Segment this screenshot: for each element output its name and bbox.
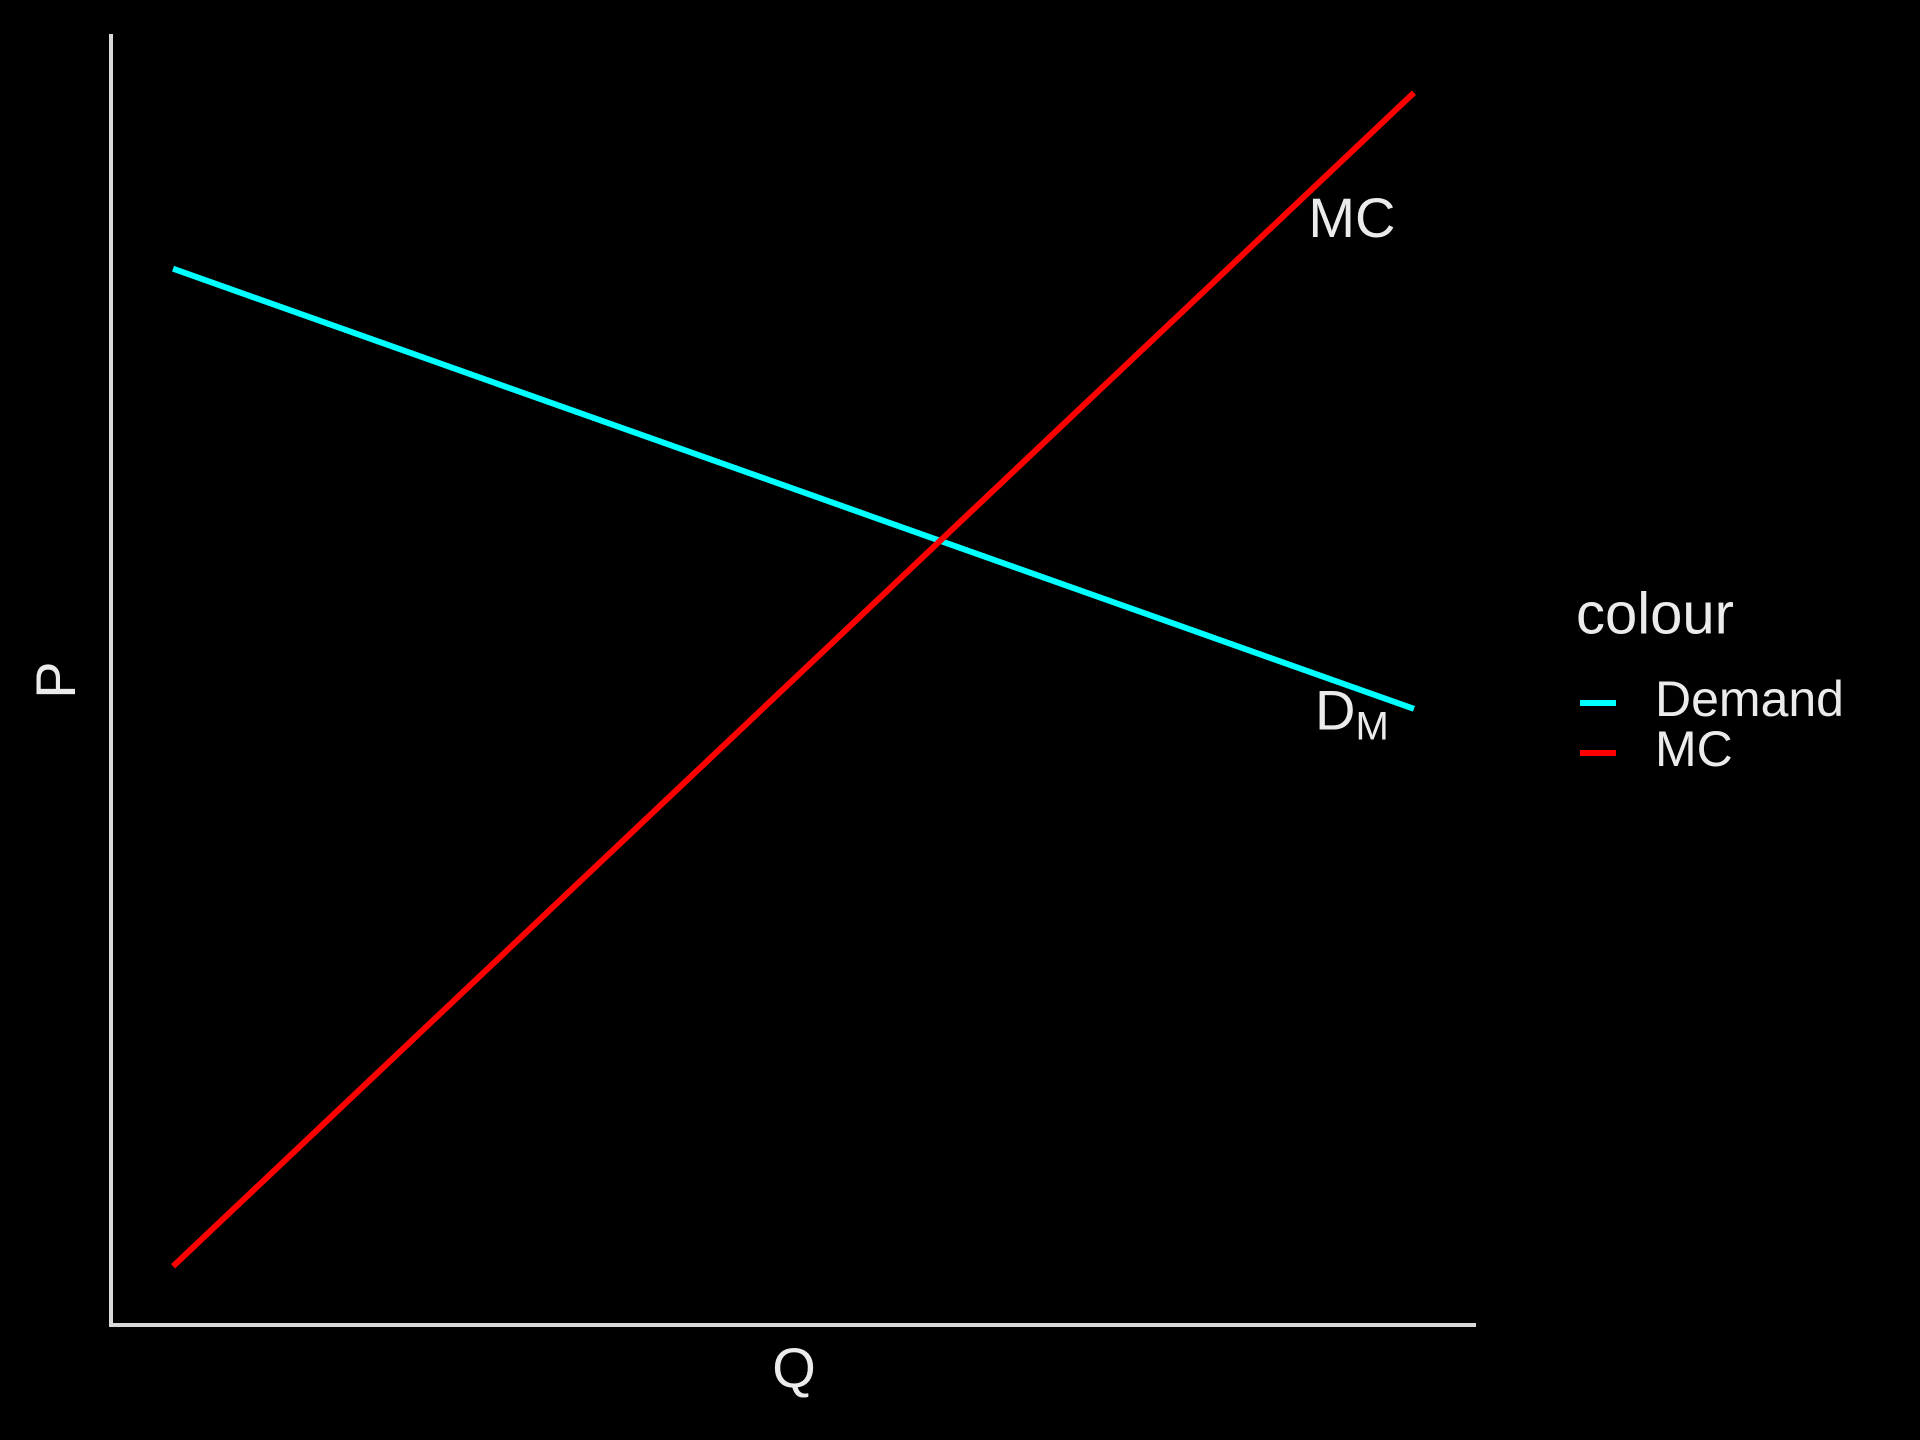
x-axis-label: Q <box>772 1336 816 1399</box>
legend-label: MC <box>1655 721 1733 777</box>
y-axis-label: P <box>24 661 87 698</box>
legend-title: colour <box>1576 581 1734 646</box>
line-series <box>172 265 1415 712</box>
line-series <box>170 90 1417 1269</box>
legend-label: Demand <box>1655 671 1844 727</box>
annotation: MC <box>1308 186 1395 249</box>
annotation-subscript: M <box>1355 704 1388 748</box>
annotation: DM <box>1315 679 1389 749</box>
annotation-text: D <box>1315 679 1355 742</box>
annotation-text: MC <box>1308 186 1395 249</box>
